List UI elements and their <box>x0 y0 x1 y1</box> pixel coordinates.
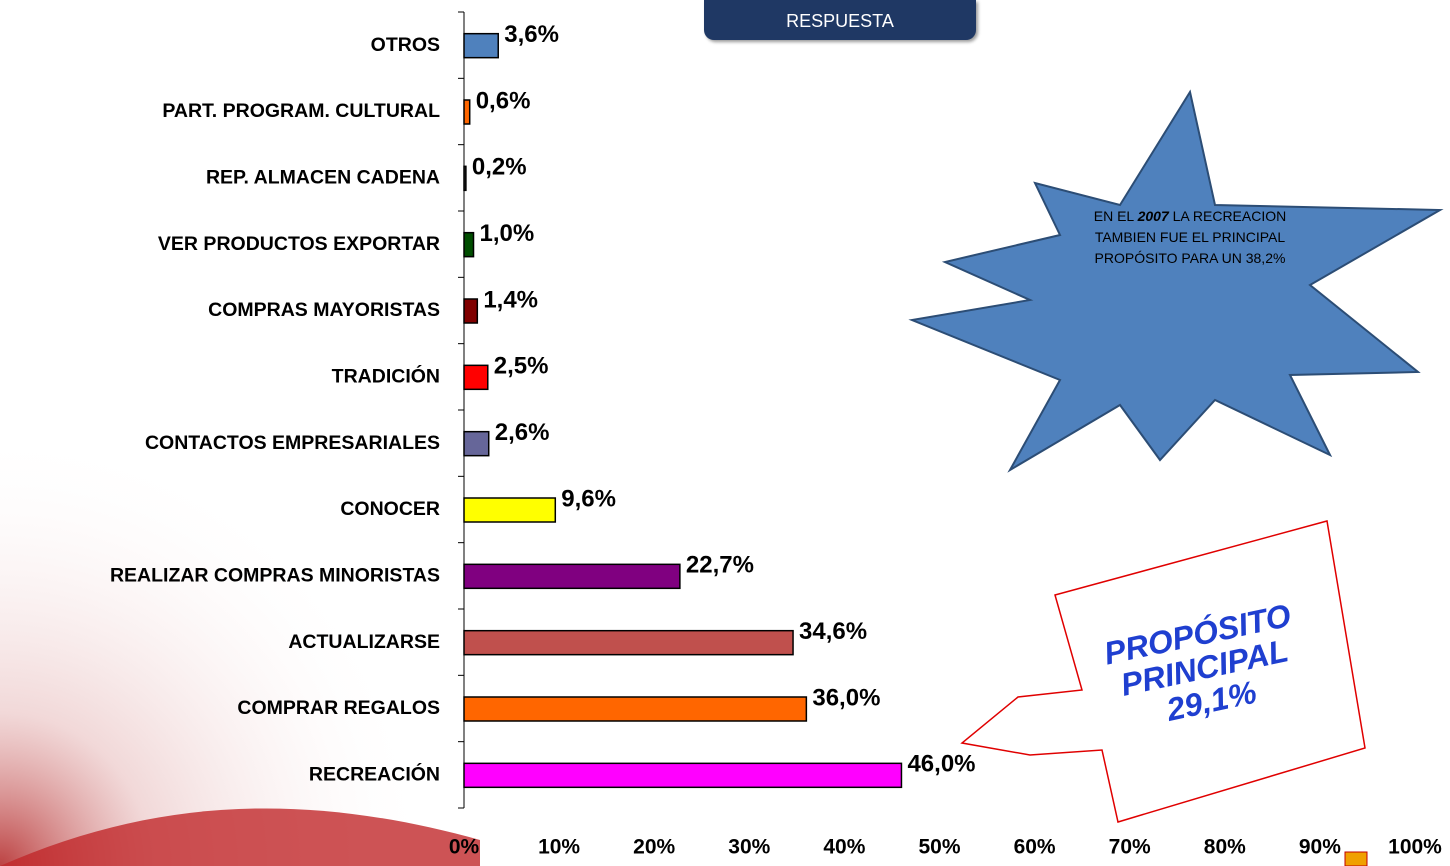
category-label: CONOCER <box>340 498 440 520</box>
category-label: COMPRAS MAYORISTAS <box>208 299 440 321</box>
category-label: CONTACTOS EMPRESARIALES <box>145 432 440 454</box>
bar <box>463 629 794 656</box>
bar <box>463 99 471 125</box>
value-label: 0,2% <box>472 154 527 181</box>
x-tick-label: 40% <box>823 836 865 859</box>
star-note-before: EN EL <box>1093 208 1134 224</box>
x-tick-label: 10% <box>538 836 580 859</box>
value-label: 46,0% <box>907 751 975 778</box>
bar <box>463 298 479 324</box>
value-label: 0,6% <box>476 87 531 114</box>
x-tick-label: 30% <box>728 836 770 859</box>
x-tick-label: 80% <box>1204 836 1246 859</box>
star-note: EN EL 2007 LA RECREACION TAMBIEN FUE EL … <box>1085 206 1295 269</box>
value-label: 22,7% <box>686 552 754 579</box>
category-label: OTROS <box>371 34 440 56</box>
bar <box>463 696 808 722</box>
x-tick-label: 100% <box>1388 836 1442 859</box>
category-label: REP. ALMACEN CADENA <box>206 166 440 188</box>
header-tab: RESPUESTA <box>704 0 976 40</box>
bar <box>463 563 681 590</box>
bar <box>463 497 557 523</box>
bar <box>463 165 467 192</box>
value-label: 34,6% <box>799 618 867 645</box>
value-label: 3,6% <box>504 21 559 48</box>
background-swirl <box>0 380 480 866</box>
bar <box>463 231 475 258</box>
star-note-emphasis: 2007 <box>1137 208 1169 224</box>
value-label: 2,5% <box>494 353 549 380</box>
star-note-after: LA RECREACION TAMBIEN FUE EL PRINCIPAL P… <box>1094 208 1287 266</box>
value-label: 9,6% <box>561 485 616 512</box>
category-label: COMPRAR REGALOS <box>237 697 440 719</box>
bar <box>463 32 499 59</box>
category-label: RECREACIÓN <box>309 761 440 785</box>
value-label: 36,0% <box>812 684 880 711</box>
x-tick-label: 20% <box>633 836 675 859</box>
slide-icon <box>1344 851 1368 866</box>
category-label: ACTUALIZARSE <box>288 631 440 653</box>
background-ribbon <box>0 808 480 866</box>
x-tick-label: 70% <box>1109 836 1151 859</box>
bar <box>463 430 490 457</box>
bar <box>463 364 489 391</box>
category-label: REALIZAR COMPRAS MINORISTAS <box>110 564 440 586</box>
x-tick-label: 60% <box>1014 836 1056 859</box>
x-tick-label: 90% <box>1299 836 1341 859</box>
star-shape <box>908 89 1444 473</box>
category-label: VER PRODUCTOS EXPORTAR <box>158 233 440 255</box>
value-label: 1,4% <box>483 286 538 313</box>
x-tick-label: 0% <box>449 836 480 859</box>
value-label: 1,0% <box>480 220 535 247</box>
category-label: PART. PROGRAM. CULTURAL <box>162 100 440 122</box>
callout-shape <box>960 520 1366 823</box>
x-tick-label: 50% <box>918 836 960 859</box>
category-label: TRADICIÓN <box>332 363 440 387</box>
bar <box>463 762 903 789</box>
value-label: 2,6% <box>495 419 550 446</box>
